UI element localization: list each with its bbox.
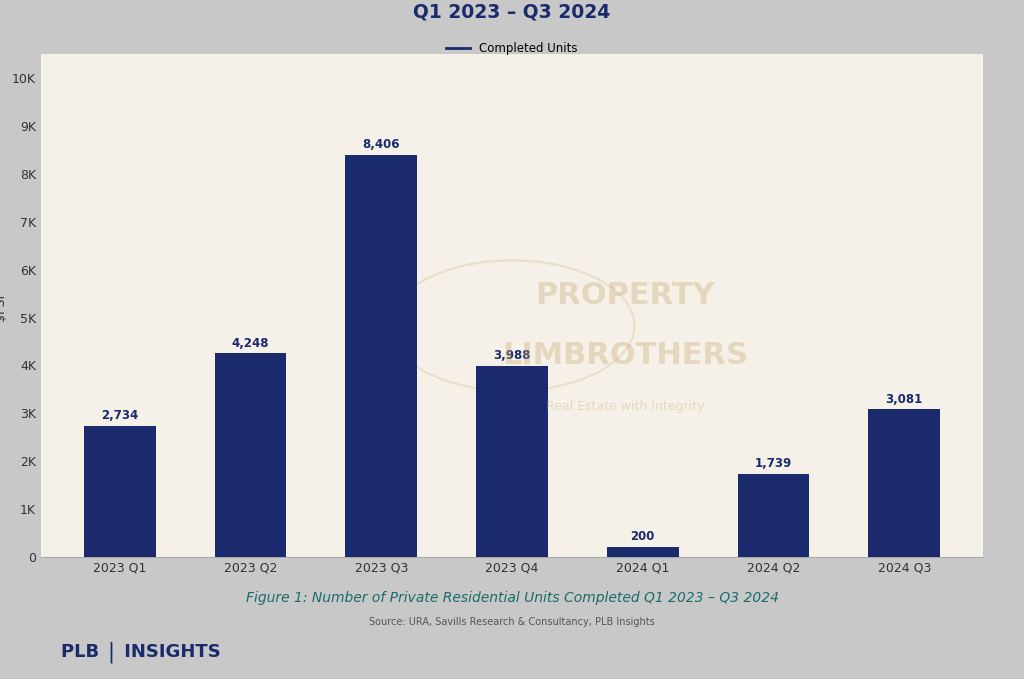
Text: Source: URA, Savills Research & Consultancy, PLB Insights: Source: URA, Savills Research & Consulta…: [369, 617, 655, 627]
Text: Real Estate with Integrity: Real Estate with Integrity: [546, 399, 705, 413]
Text: PLB: PLB: [61, 643, 105, 661]
Bar: [607, 547, 679, 557]
Bar: [476, 366, 548, 557]
Text: 2,734: 2,734: [101, 409, 138, 422]
Text: 200: 200: [631, 530, 655, 543]
Text: LIMBROTHERS: LIMBROTHERS: [502, 342, 749, 370]
Y-axis label: $PSF: $PSF: [0, 290, 6, 321]
Bar: [737, 473, 809, 557]
Text: Q1 2023 – Q3 2024: Q1 2023 – Q3 2024: [414, 3, 610, 22]
Text: 1,739: 1,739: [755, 457, 793, 470]
Legend: Completed Units: Completed Units: [441, 37, 583, 60]
Bar: [215, 354, 287, 557]
Text: 4,248: 4,248: [231, 337, 269, 350]
Text: 8,406: 8,406: [362, 138, 400, 151]
Text: 3,988: 3,988: [494, 349, 530, 362]
Text: INSIGHTS: INSIGHTS: [118, 643, 220, 661]
Bar: [84, 426, 156, 557]
Bar: [345, 155, 417, 557]
Text: PROPERTY: PROPERTY: [536, 281, 715, 310]
Text: |: |: [108, 641, 115, 663]
Bar: [868, 409, 940, 557]
Text: 3,081: 3,081: [886, 392, 923, 405]
Text: Figure 1: Number of Private Residential Units Completed Q1 2023 – Q3 2024: Figure 1: Number of Private Residential …: [246, 591, 778, 605]
